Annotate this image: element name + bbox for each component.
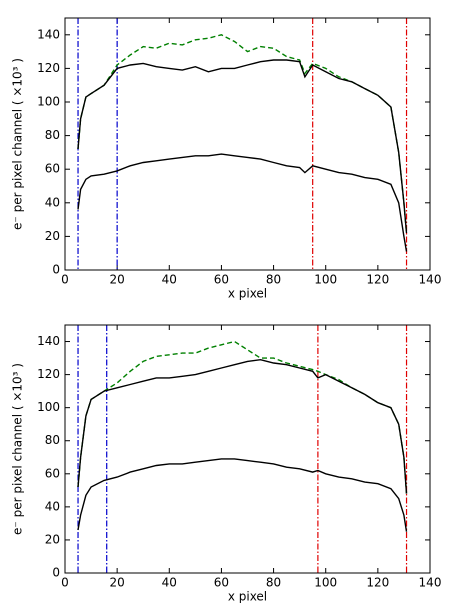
y-tick-label: 0 xyxy=(52,566,60,580)
y-tick-label: 140 xyxy=(37,27,60,41)
x-tick-label: 80 xyxy=(266,273,281,287)
x-tick-label: 120 xyxy=(366,576,389,590)
x-axis-label: x pixel xyxy=(228,590,267,604)
y-tick-label: 120 xyxy=(37,61,60,75)
y-tick-label: 80 xyxy=(45,128,60,142)
y-tick-label: 100 xyxy=(37,95,60,109)
x-tick-label: 100 xyxy=(314,576,337,590)
data-line xyxy=(77,340,408,494)
x-tick-label: 0 xyxy=(61,273,69,287)
x-tick-label: 0 xyxy=(61,576,69,590)
data-line xyxy=(77,458,408,532)
x-tick-label: 20 xyxy=(110,576,125,590)
y-axis-label: e⁻ per pixel channel ( ×10³ ) xyxy=(11,58,25,230)
y-tick-label: 0 xyxy=(52,263,60,277)
x-tick-label: 140 xyxy=(419,273,442,287)
y-tick-label: 60 xyxy=(45,162,60,176)
plot-frame xyxy=(64,17,431,271)
data-line xyxy=(77,34,408,234)
plot-frame xyxy=(64,324,431,574)
y-tick-label: 20 xyxy=(45,229,60,243)
y-tick-label: 60 xyxy=(45,466,60,480)
y-tick-label: 120 xyxy=(37,367,60,381)
x-axis-label: x pixel xyxy=(228,287,267,301)
data-line xyxy=(77,358,408,494)
x-tick-label: 140 xyxy=(419,576,442,590)
y-tick-label: 140 xyxy=(37,334,60,348)
x-tick-label: 120 xyxy=(366,273,389,287)
x-tick-label: 60 xyxy=(214,273,229,287)
y-tick-label: 40 xyxy=(45,195,60,209)
x-tick-label: 20 xyxy=(110,273,125,287)
y-tick-label: 20 xyxy=(45,532,60,546)
y-tick-label: 40 xyxy=(45,499,60,513)
data-line xyxy=(77,153,408,252)
x-tick-label: 60 xyxy=(214,576,229,590)
x-tick-label: 100 xyxy=(314,273,337,287)
y-axis-label: e⁻ per pixel channel ( ×10³ ) xyxy=(11,363,25,535)
y-tick-label: 80 xyxy=(45,433,60,447)
y-tick-label: 100 xyxy=(37,400,60,414)
x-tick-label: 40 xyxy=(162,273,177,287)
x-tick-label: 40 xyxy=(162,576,177,590)
data-line xyxy=(77,59,408,234)
x-tick-label: 80 xyxy=(266,576,281,590)
